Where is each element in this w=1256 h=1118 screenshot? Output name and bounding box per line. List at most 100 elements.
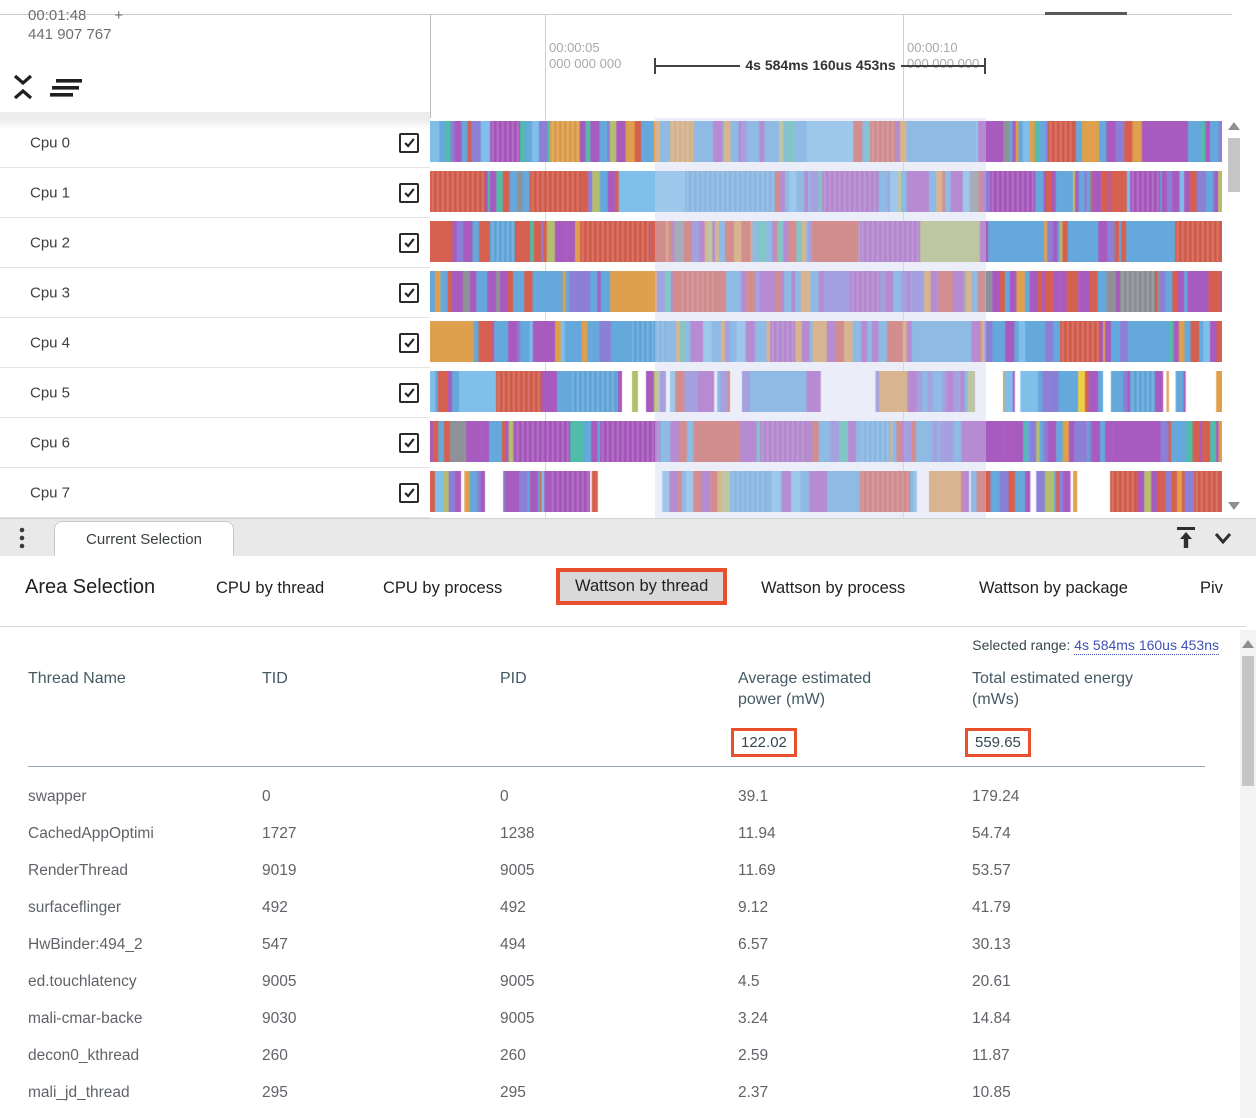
table-cell: 547 [262,936,288,953]
track-shell[interactable]: Cpu 2 [0,218,430,268]
track-scrollbar-thumb[interactable] [1228,138,1240,192]
selected-range-label: Selected range: [972,637,1071,653]
selection-tab-wattson-by-package[interactable]: Wattson by package [979,579,1128,597]
selection-tab-cpu-by-process[interactable]: CPU by process [383,579,503,597]
table-cell: 0 [500,788,509,805]
scroll-down-arrow-icon[interactable] [1228,502,1240,510]
cpu-track-canvas[interactable] [430,371,1222,412]
table-row[interactable]: ed.touchlatency 9005 9005 4.5 20.61 [0,973,1240,995]
table-row[interactable]: RenderThread 9019 9005 11.69 53.57 [0,862,1240,884]
cpu-track-canvas[interactable] [430,321,1222,362]
sort-tracks-icon[interactable] [48,77,84,99]
cpu-track-canvas[interactable] [430,421,1222,462]
dock-to-top-icon[interactable] [1172,523,1200,551]
track-shell[interactable]: Cpu 1 [0,168,430,218]
table-cell: CachedAppOptimi [28,825,154,842]
table-cell: HwBinder:494_2 [28,936,143,953]
table-row[interactable]: mali_jd_thread 295 295 2.37 10.85 [0,1084,1240,1106]
track-shell[interactable]: Cpu 0 [0,118,430,168]
track-row: Cpu 2 [0,218,1256,268]
table-cell: RenderThread [28,862,128,879]
details-panel-bar: Current Selection [0,518,1256,556]
track-row: Cpu 5 [0,368,1256,418]
selection-span-label: 4s 584ms 160us 453ns [655,57,986,75]
selection-tab-wattson-by-process[interactable]: Wattson by process [761,579,906,597]
summary-avg-power: 122.02 [731,728,797,757]
track-name-label: Cpu 7 [30,484,71,501]
collapse-panel-chevron-icon[interactable] [1210,525,1236,551]
panel-title: Area Selection [25,576,156,598]
track-checkbox[interactable] [399,232,419,253]
selection-tab-cpu-by-thread[interactable]: CPU by thread [216,579,325,597]
table-cell: 11.69 [738,862,776,879]
cpu-track-canvas[interactable] [430,471,1222,512]
selection-tab-piv[interactable]: Piv [1200,579,1223,597]
cpu-track-canvas[interactable] [430,221,1222,262]
cpu-track-canvas[interactable] [430,121,1222,162]
table-header-cell[interactable]: Average estimated power (mW) [738,670,872,708]
tab-current-selection-label: Current Selection [86,530,202,548]
track-name-label: Cpu 4 [30,334,71,351]
panel-divider [0,626,1246,627]
table-cell: 1238 [500,825,535,842]
table-row[interactable]: swapper 0 0 39.1 179.24 [0,788,1240,810]
table-cell: 260 [262,1047,288,1064]
track-shell[interactable]: Cpu 6 [0,418,430,468]
track-checkbox[interactable] [399,282,419,303]
table-cell: 9005 [500,862,535,879]
viewport-indicator[interactable] [1045,12,1127,15]
table-cell: 9030 [262,1010,297,1027]
more-options-icon[interactable] [17,526,27,550]
track-list-top-shade [0,112,430,118]
track-checkbox[interactable] [399,382,419,403]
selected-range-value-link[interactable]: 4s 584ms 160us 453ns [1074,637,1219,655]
table-cell: 11.87 [972,1047,1010,1064]
table-header-cell[interactable]: PID [500,670,527,687]
table-cell: 492 [262,899,288,916]
track-row: Cpu 4 [0,318,1256,368]
timestamp-plus-sign: + [114,7,124,24]
table-cell: 9005 [500,973,535,990]
track-shell-boundary [430,14,431,118]
track-checkbox[interactable] [399,132,419,153]
table-header-cell[interactable]: TID [262,670,288,687]
table-row[interactable]: mali-cmar-backe 9030 9005 3.24 14.84 [0,1010,1240,1032]
track-shell[interactable]: Cpu 7 [0,468,430,518]
table-row[interactable]: surfaceflinger 492 492 9.12 41.79 [0,899,1240,921]
track-shell[interactable]: Cpu 4 [0,318,430,368]
table-row[interactable]: CachedAppOptimi 1727 1238 11.94 54.74 [0,825,1240,847]
table-cell: 11.94 [738,825,776,842]
table-cell: swapper [28,788,87,805]
track-checkbox[interactable] [399,182,419,203]
table-cell: 2.37 [738,1084,769,1101]
track-checkbox[interactable] [399,332,419,353]
track-name-label: Cpu 1 [30,184,71,201]
table-header-cell[interactable]: Total estimated energy (mWs) [972,670,1133,708]
table-cell: 54.74 [972,825,1011,842]
panel-scrollbar[interactable] [1240,630,1256,1118]
panel-scroll-up-arrow-icon[interactable] [1242,640,1254,648]
table-row[interactable]: decon0_kthread 260 260 2.59 11.87 [0,1047,1240,1069]
table-row[interactable]: HwBinder:494_2 547 494 6.57 30.13 [0,936,1240,958]
cpu-track-canvas[interactable] [430,271,1222,312]
collapse-tracks-icon[interactable] [10,72,36,102]
table-header-cell[interactable]: Thread Name [28,670,126,687]
table-cell: 30.13 [972,936,1011,953]
cpu-track-canvas[interactable] [430,171,1222,212]
panel-scrollbar-thumb[interactable] [1242,656,1254,786]
tab-current-selection[interactable]: Current Selection [54,521,234,556]
table-cell: 0 [262,788,271,805]
track-name-label: Cpu 3 [30,284,71,301]
track-scrollbar[interactable] [1226,118,1242,518]
track-shell[interactable]: Cpu 3 [0,268,430,318]
table-cell: decon0_kthread [28,1047,140,1064]
track-area: Cpu 0 Cpu 1 Cpu 2 Cpu 3 Cpu 4 Cpu 5 Cpu 6 Cpu 7 [0,118,1256,518]
scroll-up-arrow-icon[interactable] [1228,122,1240,130]
track-checkbox[interactable] [399,432,419,453]
selection-tab-wattson-by-thread[interactable]: Wattson by thread [556,568,728,605]
overview-strip[interactable] [0,14,1232,15]
track-row: Cpu 0 [0,118,1256,168]
track-shell[interactable]: Cpu 5 [0,368,430,418]
gridline-5s-tracks [545,118,546,518]
track-checkbox[interactable] [399,482,419,503]
